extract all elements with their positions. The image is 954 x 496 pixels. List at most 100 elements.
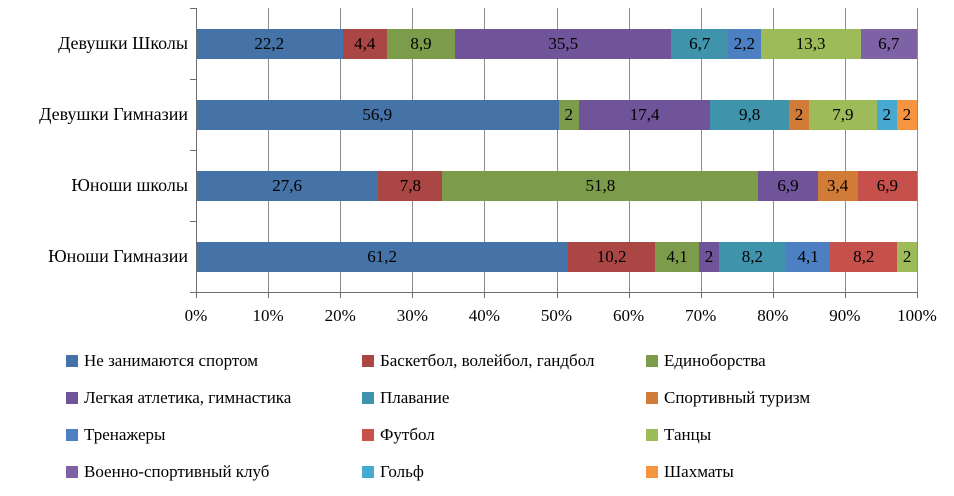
segment-value-label: 10,2 bbox=[596, 247, 627, 266]
legend-label: Военно-спортивный клуб bbox=[84, 462, 270, 481]
bar-segment: 35,5 bbox=[454, 28, 672, 59]
category-axis-labels: Девушки Школы Девушки Гимназии Юноши школы… bbox=[0, 8, 188, 292]
bar-segment: 6,7 bbox=[860, 28, 918, 59]
bar-segment: 4,1 bbox=[654, 241, 700, 272]
segment-value-label: 35,5 bbox=[548, 34, 579, 53]
gridline-20% bbox=[340, 8, 342, 292]
bar-segment: 6,7 bbox=[671, 28, 728, 59]
bar-segment: 17,4 bbox=[578, 99, 711, 130]
y-axis-tick bbox=[190, 79, 196, 80]
bar-segment: 2,2 bbox=[727, 28, 761, 59]
legend-label: Шахматы bbox=[664, 462, 734, 481]
x-axis-tick-label: 100% bbox=[897, 306, 937, 325]
x-axis-tick-label: 60% bbox=[613, 306, 645, 325]
legend-label: Танцы bbox=[664, 425, 712, 444]
y-axis-line bbox=[196, 8, 197, 293]
legend-item: Не занимаются спортом bbox=[66, 350, 362, 372]
segment-value-label: 2 bbox=[902, 105, 912, 124]
gridline-30% bbox=[412, 8, 414, 292]
segment-value-label: 8,2 bbox=[741, 247, 764, 266]
stacked-bar: 22,2 4,4 8,9 35,5 6,7 2,2 13,3 6,7 bbox=[196, 28, 918, 59]
x-axis-tick bbox=[700, 292, 702, 298]
y-axis-tick bbox=[190, 8, 196, 9]
bar-row: 27,6 7,8 51,8 6,9 3,4 6,9 bbox=[196, 150, 918, 221]
segment-value-label: 2 bbox=[902, 247, 912, 266]
gridline-40% bbox=[484, 8, 486, 292]
legend-item: Шахматы bbox=[646, 461, 896, 483]
segment-value-label: 27,6 bbox=[272, 176, 302, 195]
bar-row: 22,2 4,4 8,9 35,5 6,7 2,2 13,3 6,7 bbox=[196, 8, 918, 79]
x-axis-tick-label: 30% bbox=[396, 306, 428, 325]
segment-value-label: 51,8 bbox=[585, 176, 616, 195]
segment-value-label: 2 bbox=[794, 105, 804, 124]
bar-segment: 13,3 bbox=[760, 28, 861, 59]
legend-label: Не занимаются спортом bbox=[84, 351, 259, 370]
segment-value-label: 8,2 bbox=[853, 247, 875, 266]
segment-value-label: 61,2 bbox=[367, 247, 397, 266]
legend-item: Плавание bbox=[362, 387, 646, 409]
stacked-bar: 27,6 7,8 51,8 6,9 3,4 6,9 bbox=[196, 170, 918, 201]
legend-item: Спортивный туризм bbox=[646, 387, 896, 409]
x-axis-tick-label: 20% bbox=[324, 306, 356, 325]
bar-segment: 8,2 bbox=[830, 241, 898, 272]
segment-value-label: 7,8 bbox=[399, 176, 421, 195]
x-axis-tick bbox=[556, 292, 558, 298]
x-axis-tick bbox=[340, 292, 342, 298]
x-axis-tick bbox=[268, 292, 270, 298]
legend-item: Гольф bbox=[362, 461, 646, 483]
plot-area: 22,2 4,4 8,9 35,5 6,7 2,2 13,3 6,7 56,9 2 17,4 9,8 2… bbox=[196, 8, 918, 292]
legend-swatch-icon bbox=[646, 429, 658, 441]
x-axis-tick bbox=[196, 292, 197, 298]
segment-value-label: 6,9 bbox=[876, 176, 898, 195]
bar-segment: 2 bbox=[897, 241, 917, 272]
x-axis-tick-label: 40% bbox=[468, 306, 500, 325]
legend-swatch-icon bbox=[66, 429, 78, 441]
legend-label: Единоборства bbox=[664, 351, 766, 370]
bar-segment: 10,2 bbox=[568, 241, 655, 272]
legend-swatch-icon bbox=[362, 355, 374, 367]
stacked-bar: 56,9 2 17,4 9,8 2 7,9 2 2 bbox=[196, 99, 918, 130]
legend-item: Танцы bbox=[646, 424, 896, 446]
bar-segment: 2 bbox=[699, 241, 719, 272]
legend-item: Тренажеры bbox=[66, 424, 362, 446]
x-axis-tick-label: 70% bbox=[685, 306, 717, 325]
segment-value-label: 4,1 bbox=[797, 247, 819, 266]
bar-segment: 4,4 bbox=[342, 28, 387, 59]
legend-label: Спортивный туризм bbox=[664, 388, 811, 407]
segment-value-label: 7,9 bbox=[832, 105, 854, 124]
x-axis-tick bbox=[484, 292, 486, 298]
legend-label: Гольф bbox=[380, 462, 424, 481]
gridline-10% bbox=[268, 8, 270, 292]
legend-swatch-icon bbox=[66, 466, 78, 478]
y-axis-tick bbox=[190, 221, 196, 222]
bar-segment: 61,2 bbox=[196, 241, 569, 272]
category-label: Девушки Школы bbox=[58, 33, 188, 53]
segment-value-label: 2,2 bbox=[733, 34, 755, 53]
x-axis-line bbox=[191, 292, 918, 293]
legend-swatch-icon bbox=[362, 466, 374, 478]
gridline-70% bbox=[700, 8, 702, 292]
segment-value-label: 3,4 bbox=[827, 176, 849, 195]
bar-segment: 27,6 bbox=[196, 170, 379, 201]
bar-segment: 2 bbox=[558, 99, 579, 130]
segment-value-label: 6,9 bbox=[777, 176, 799, 195]
legend-swatch-icon bbox=[362, 392, 374, 404]
legend-item: Баскетбол, волейбол, гандбол bbox=[362, 350, 646, 372]
segment-value-label: 4,4 bbox=[354, 34, 376, 53]
bar-segment: 3,4 bbox=[817, 170, 858, 201]
bar-segment: 6,9 bbox=[758, 170, 818, 201]
bar-segment: 56,9 bbox=[196, 99, 559, 130]
legend-swatch-icon bbox=[66, 355, 78, 367]
segment-value-label: 2 bbox=[704, 247, 714, 266]
stacked-bar: 61,2 10,2 4,1 2 8,2 4,1 8,2 2 bbox=[196, 241, 917, 272]
segment-value-label: 6,7 bbox=[689, 34, 711, 53]
segment-value-label: 8,9 bbox=[410, 34, 432, 53]
segment-value-label: 13,3 bbox=[795, 34, 826, 53]
x-axis-tick bbox=[412, 292, 414, 298]
bar-segment: 2 bbox=[788, 99, 810, 130]
segment-value-label: 2 bbox=[564, 105, 573, 124]
bar-segment: 2 bbox=[876, 99, 897, 130]
gridline-90% bbox=[844, 8, 846, 292]
legend-swatch-icon bbox=[646, 466, 658, 478]
